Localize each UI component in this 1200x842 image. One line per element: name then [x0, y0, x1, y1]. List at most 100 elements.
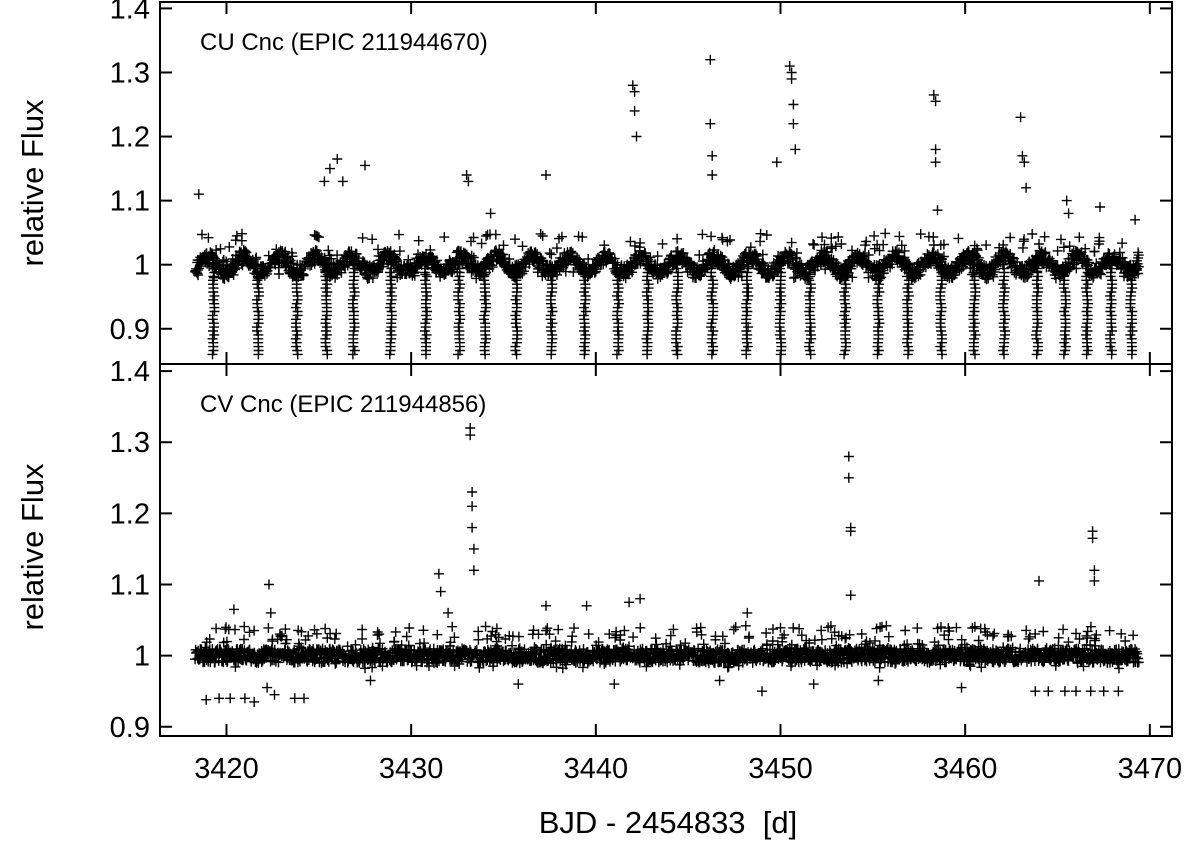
data-point [590, 266, 601, 277]
data-point [309, 230, 320, 240]
data-point [440, 647, 451, 658]
data-point [699, 644, 710, 655]
data-point [591, 640, 602, 651]
data-point [535, 228, 546, 239]
data-point [560, 266, 571, 277]
data-point [517, 656, 528, 667]
data-point [799, 643, 810, 654]
data-point [792, 263, 803, 274]
data-point [357, 232, 368, 243]
flare-point [541, 170, 551, 180]
flare-point [485, 208, 496, 219]
y-tick-label: 1.1 [110, 186, 150, 218]
data-point [1116, 628, 1127, 639]
data-point [847, 272, 858, 283]
data-point [668, 624, 679, 635]
data-point [537, 271, 548, 282]
data-point [304, 646, 315, 657]
data-point [1131, 255, 1142, 266]
eclipse-point [874, 259, 885, 270]
eclipse-point [937, 259, 948, 270]
data-point [967, 623, 978, 633]
data-point [280, 246, 291, 257]
data-point [939, 649, 950, 660]
data-point [610, 257, 621, 268]
data-point [967, 269, 978, 280]
data-point [230, 264, 240, 275]
data-point [703, 658, 714, 669]
data-point [542, 623, 553, 634]
data-point [869, 230, 880, 241]
data-point [825, 262, 836, 273]
data-point [565, 649, 576, 660]
eclipse-point [1082, 259, 1092, 270]
eclipse-point [453, 259, 464, 270]
data-point [1117, 238, 1128, 249]
data-point [476, 238, 487, 249]
top-data-points [190, 54, 1144, 360]
data-point [230, 624, 240, 635]
data-point [629, 240, 640, 251]
data-point [394, 229, 404, 240]
data-point [478, 646, 489, 657]
data-point [796, 630, 807, 641]
data-point [389, 636, 400, 647]
data-point [406, 645, 417, 655]
data-point [560, 640, 571, 651]
data-point [519, 266, 529, 277]
data-point [757, 249, 768, 260]
data-point [875, 273, 886, 284]
data-point [830, 241, 841, 252]
flare-point [193, 189, 204, 200]
flare-point [705, 54, 716, 65]
data-point [705, 649, 716, 660]
data-point [652, 251, 663, 262]
data-point [399, 652, 410, 663]
data-point [403, 254, 414, 265]
data-point [1094, 232, 1105, 243]
flare-point [1021, 182, 1032, 193]
data-point [466, 250, 477, 261]
data-point [739, 644, 750, 655]
data-point [879, 254, 890, 265]
data-point [1109, 650, 1120, 661]
flare-point [707, 170, 718, 180]
data-point [877, 621, 887, 632]
data-point [599, 659, 610, 669]
data-point [1035, 248, 1046, 259]
data-point [545, 658, 556, 669]
data-point [211, 245, 222, 256]
data-point [610, 632, 621, 643]
data-point [659, 258, 670, 269]
data-point [1023, 269, 1034, 280]
data-point [611, 626, 622, 637]
data-point [379, 249, 390, 260]
data-point [786, 237, 797, 248]
data-point [826, 233, 837, 244]
data-point [825, 620, 836, 631]
data-point [773, 251, 784, 261]
flare-point [1095, 202, 1105, 212]
data-point [531, 656, 542, 667]
data-point [915, 269, 926, 280]
data-point [604, 629, 615, 640]
data-point [568, 650, 578, 661]
data-point [820, 264, 831, 275]
data-point [900, 258, 911, 269]
data-point [752, 254, 763, 265]
data-point [284, 256, 294, 267]
data-point [208, 651, 219, 662]
data-point [276, 631, 287, 642]
data-point [1133, 657, 1144, 668]
data-point [831, 640, 842, 651]
data-point [918, 257, 929, 268]
flare-point [1061, 195, 1072, 206]
flare-point [1130, 214, 1141, 225]
eclipse-point [997, 259, 1008, 270]
data-point [303, 630, 314, 641]
eclipse-point [969, 259, 980, 270]
data-point [482, 633, 493, 644]
data-point [367, 642, 378, 653]
eclipse-point [511, 259, 522, 270]
flare-point [1063, 208, 1074, 219]
